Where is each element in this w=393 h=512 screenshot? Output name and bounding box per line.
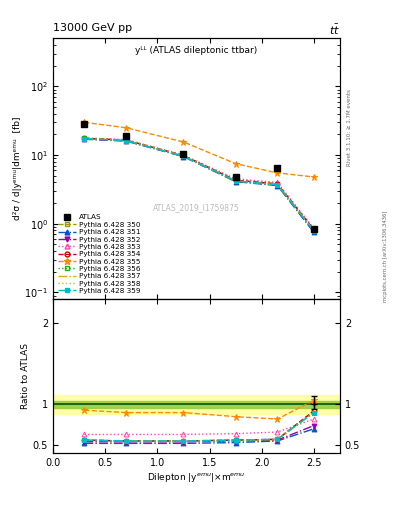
Text: mcplots.cern.ch [arXiv:1306.3436]: mcplots.cern.ch [arXiv:1306.3436] [383, 210, 388, 302]
Text: yᴸᴸ (ATLAS dileptonic ttbar): yᴸᴸ (ATLAS dileptonic ttbar) [135, 46, 258, 55]
Y-axis label: Ratio to ATLAS: Ratio to ATLAS [21, 343, 30, 409]
Bar [53, 395, 340, 414]
Text: Rivet 3.1.10; ≥ 1.7M events: Rivet 3.1.10; ≥ 1.7M events [347, 90, 352, 166]
Text: 13000 GeV pp: 13000 GeV pp [53, 23, 132, 33]
Text: ATLAS_2019_I1759875: ATLAS_2019_I1759875 [153, 203, 240, 212]
Legend: ATLAS, Pythia 6.428 350, Pythia 6.428 351, Pythia 6.428 352, Pythia 6.428 353, P: ATLAS, Pythia 6.428 350, Pythia 6.428 35… [57, 213, 142, 295]
Text: t$\bar{t}$: t$\bar{t}$ [329, 23, 340, 37]
X-axis label: Dilepton |y$^{emu}$|$\times$m$^{emu}$: Dilepton |y$^{emu}$|$\times$m$^{emu}$ [147, 471, 246, 484]
Bar [53, 401, 340, 408]
Y-axis label: d²σ / d|yᵉᵐᵘ|dmᵉᵐᵘ  [fb]: d²σ / d|yᵉᵐᵘ|dmᵉᵐᵘ [fb] [13, 117, 22, 221]
